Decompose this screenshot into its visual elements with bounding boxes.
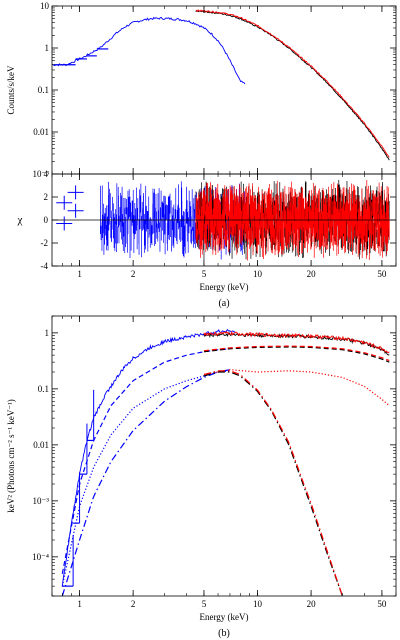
top-y-tick-label: 0.01 [33, 127, 49, 137]
panel-b-x-tick-label: 10 [253, 599, 263, 609]
panel-b-series-1-data [203, 332, 390, 356]
panel-b-series-3-dashed [61, 348, 231, 574]
residual-y-tick-label: 4 [44, 169, 49, 179]
panel-b-x-tick-label: 5 [202, 599, 207, 609]
residual-y-tick-label: -4 [41, 261, 49, 271]
top-series-0-line [51, 16, 246, 85]
panel-b-x-axis-label: Energy (keV) [199, 612, 248, 622]
panel-b-series-0-data [61, 328, 236, 587]
top-y-tick-label: 1 [45, 43, 50, 53]
panel-b-series-6-dotted [61, 370, 231, 587]
panel-b-x-tick-label: 50 [377, 599, 387, 609]
bottom-x-tick-label: 50 [377, 269, 387, 279]
panel-b-series-7-dotted [203, 369, 390, 407]
panel-b-series-2-data [203, 330, 390, 354]
panel-b-series-8-dashdot [61, 369, 231, 597]
residual-y-tick-label: 2 [44, 192, 49, 202]
residual-red [195, 179, 390, 261]
bottom-x-tick-label: 20 [307, 269, 317, 279]
bottom-x-tick-label: 5 [202, 269, 207, 279]
bottom-x-tick-label: 10 [253, 269, 263, 279]
top-y-tick-label: 10 [40, 1, 50, 11]
panel-b-y-tick-label: 10⁻⁴ [32, 552, 49, 562]
panel-b-x-tick-label: 20 [307, 599, 317, 609]
panel-b-series-9-dashdot [203, 371, 343, 597]
panel-b-y-tick-label: 10⁻³ [33, 496, 50, 506]
panel-b-y-tick-label: 0.01 [33, 440, 49, 450]
residual-y-tick-label: -2 [41, 238, 49, 248]
panel-b-label: (b) [218, 628, 230, 639]
top-y-tick-label: 0.1 [38, 85, 49, 95]
panel-b-series-5-dashed [203, 345, 390, 362]
panel-b-series-10-dashdot [203, 370, 343, 597]
top-y-tick-label: 10⁻³ [33, 169, 50, 179]
panel-b-y-axis-label: keV² (Photons cm⁻² s⁻¹ keV⁻¹) [6, 399, 16, 513]
panel-b-plot-frame [51, 315, 397, 597]
residual-y-tick-label: 0 [44, 215, 49, 225]
panel-b-y-tick-label: 1 [45, 328, 50, 338]
bottom-x-tick-label: 2 [131, 269, 136, 279]
top-plot-frame [51, 5, 397, 175]
residual-y-axis-label: χ [17, 214, 23, 226]
top-y-axis-label: Counts/s/keV [6, 65, 16, 115]
panel-b-x-tick-label: 1 [77, 599, 82, 609]
top-series-2-line [195, 9, 390, 158]
panel-b-series-4-dashed [203, 346, 390, 363]
panel-a-x-axis-label: Energy (keV) [199, 282, 248, 292]
top-series-1-line [195, 9, 390, 161]
bottom-x-tick-label: 1 [77, 269, 82, 279]
panel-b-y-tick-label: 0.1 [38, 384, 49, 394]
panel-b-x-tick-label: 2 [131, 599, 136, 609]
panel-a-label: (a) [218, 298, 229, 309]
